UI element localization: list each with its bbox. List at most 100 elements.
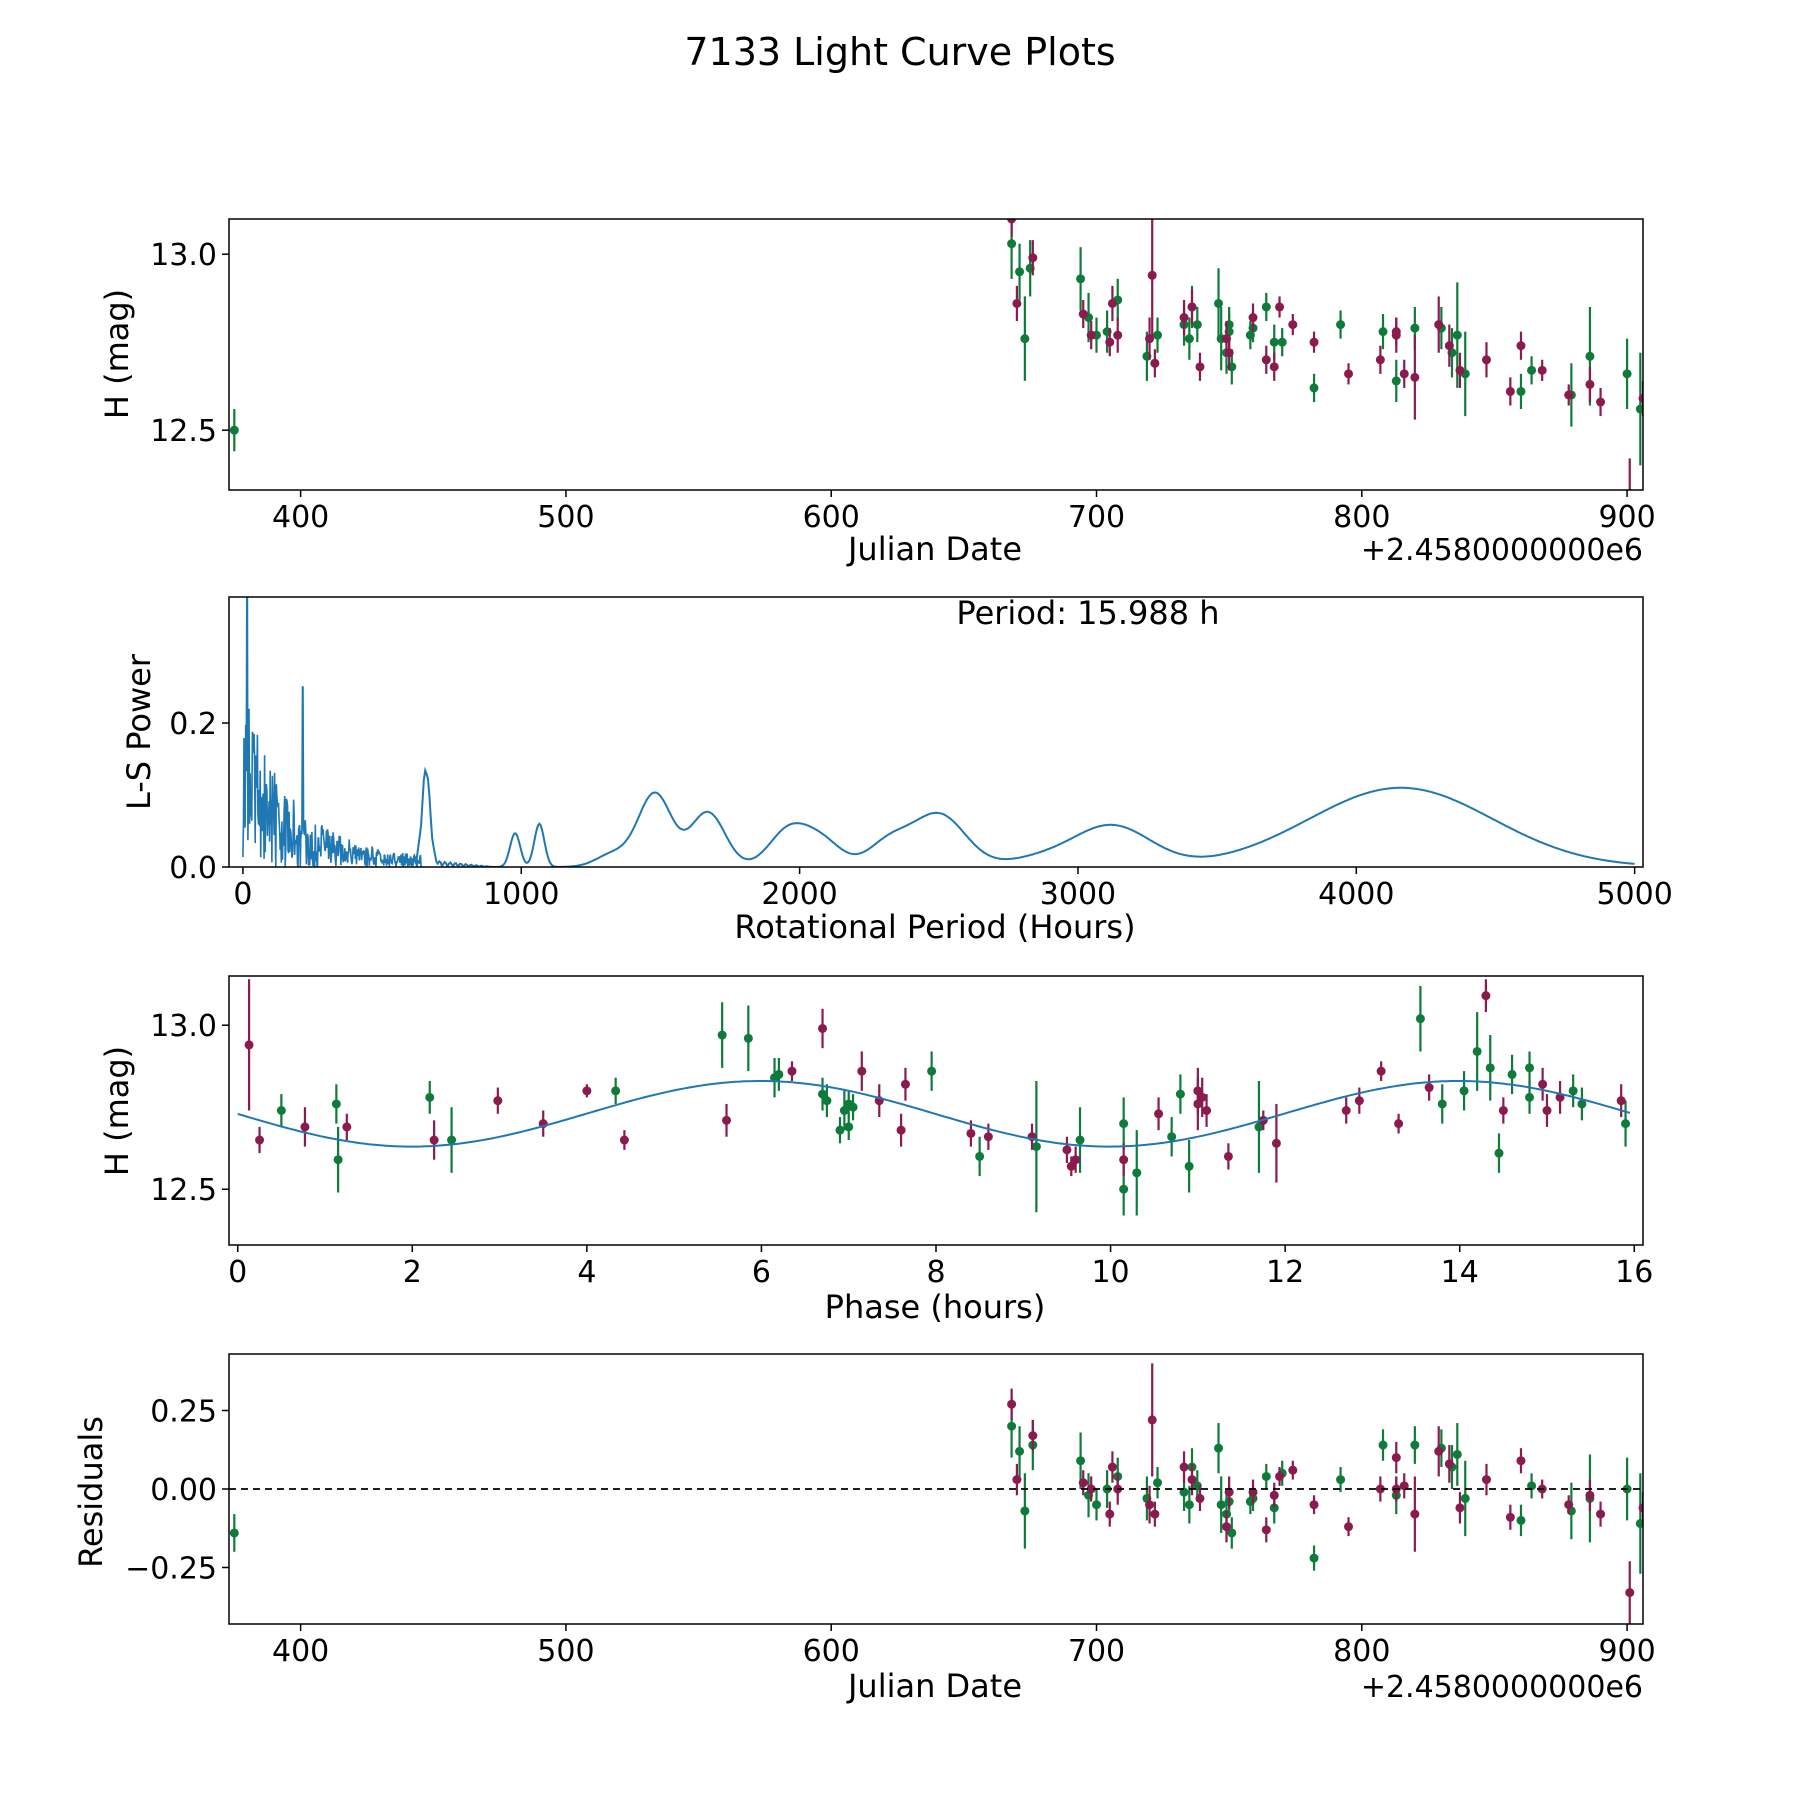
x-tick-label: 600 xyxy=(803,1634,860,1669)
data-point xyxy=(1577,1099,1587,1109)
data-point xyxy=(1391,376,1401,386)
y-tick-label: 12.5 xyxy=(150,414,217,449)
x-tick-label: 500 xyxy=(537,500,594,535)
data-point xyxy=(1391,1453,1401,1463)
data-point xyxy=(1223,1151,1233,1161)
data-point xyxy=(1336,1475,1346,1485)
data-point xyxy=(1269,1490,1279,1500)
data-point xyxy=(1410,1440,1420,1450)
x-tick-label: 4000 xyxy=(1318,877,1394,912)
data-point xyxy=(1309,1553,1319,1563)
x-tick-label: 500 xyxy=(537,1634,594,1669)
data-point xyxy=(1193,1099,1203,1109)
series-green xyxy=(229,1394,1643,1574)
data-point xyxy=(1150,358,1160,368)
data-point xyxy=(276,1106,286,1115)
data-point xyxy=(1638,1503,1643,1513)
data-point xyxy=(1585,379,1595,389)
data-point xyxy=(1224,348,1234,358)
data-point xyxy=(1494,1148,1504,1158)
periodogram-panel: Rotational Period (Hours) L-S Power Peri… xyxy=(120,594,1673,946)
x-tick-label: 8 xyxy=(926,1255,945,1290)
data-point xyxy=(1481,1475,1491,1485)
data-point xyxy=(1012,298,1022,308)
data-point xyxy=(1078,1478,1088,1488)
data-point xyxy=(1184,1500,1194,1510)
data-point xyxy=(1394,1119,1404,1129)
data-point xyxy=(818,1023,828,1033)
data-point xyxy=(1460,1493,1470,1503)
data-point xyxy=(1261,355,1271,365)
data-point xyxy=(1179,313,1189,323)
data-point xyxy=(1216,1500,1226,1510)
data-point xyxy=(1167,1132,1177,1142)
data-point xyxy=(1434,1446,1444,1456)
model-fit-line xyxy=(237,1080,1631,1148)
x-offset-label: +2.4580000000e6 xyxy=(1361,533,1643,568)
data-point xyxy=(1202,1106,1212,1115)
data-point xyxy=(1086,1484,1096,1494)
data-point xyxy=(818,1089,828,1099)
data-point xyxy=(927,1066,937,1076)
data-point xyxy=(1564,1500,1574,1510)
data-point xyxy=(1354,1096,1364,1106)
x-tick-label: 2000 xyxy=(761,877,837,912)
data-point xyxy=(1507,1069,1517,1079)
data-point xyxy=(1062,1145,1072,1155)
data-point xyxy=(1525,1092,1535,1102)
data-point xyxy=(1195,1493,1205,1503)
x-tick-label: 0 xyxy=(233,877,252,912)
data-layer xyxy=(229,1363,1643,1624)
data-point xyxy=(1621,1119,1631,1129)
x-tick-label: 800 xyxy=(1333,500,1390,535)
series-magenta xyxy=(244,979,1626,1183)
x-tick-label: 12 xyxy=(1266,1255,1304,1290)
data-point xyxy=(966,1128,976,1138)
series-green xyxy=(229,219,1643,466)
data-point xyxy=(857,1066,867,1076)
x-axis-label: Julian Date xyxy=(846,1667,1022,1705)
plot-frame xyxy=(228,596,1644,868)
data-point xyxy=(835,1125,845,1135)
data-point xyxy=(1585,1490,1595,1500)
data-point xyxy=(1309,1500,1319,1510)
data-point xyxy=(1076,274,1086,284)
data-point xyxy=(1625,1588,1635,1598)
data-point xyxy=(1437,1099,1447,1109)
data-point xyxy=(1596,397,1606,407)
data-point xyxy=(722,1115,732,1125)
periodogram-line xyxy=(409,766,1635,867)
data-point xyxy=(900,1079,910,1089)
x-tick-label: 600 xyxy=(803,500,860,535)
phased-curve-panel: Phase (hours) H (mag) 0 2 4 6 8 10 12 14 16 12.5 1… xyxy=(98,975,1653,1326)
plot-frame xyxy=(228,218,1644,491)
data-point xyxy=(1184,334,1194,344)
data-point xyxy=(1007,1399,1017,1409)
data-point xyxy=(1015,1446,1025,1456)
x-tick-label: 400 xyxy=(272,500,329,535)
data-point xyxy=(1007,1421,1017,1431)
data-point xyxy=(1175,1089,1185,1099)
x-tick-label: 6 xyxy=(752,1255,771,1290)
figure-title: 7133 Light Curve Plots xyxy=(684,30,1115,74)
data-point xyxy=(1195,362,1205,372)
data-point xyxy=(1075,1135,1085,1145)
data-point xyxy=(1505,386,1515,396)
data-point xyxy=(1275,1471,1285,1481)
y-tick-label: 0.00 xyxy=(150,1473,217,1508)
series-magenta xyxy=(1007,219,1643,490)
data-point xyxy=(774,1069,784,1079)
y-axis-label: Residuals xyxy=(72,1416,110,1568)
data-point xyxy=(839,1106,849,1115)
data-point xyxy=(1375,1484,1385,1494)
data-point xyxy=(1179,1462,1189,1472)
data-point xyxy=(1254,1122,1264,1132)
x-axis-label: Rotational Period (Hours) xyxy=(734,908,1135,946)
data-point xyxy=(1288,320,1298,330)
data-point xyxy=(1568,1086,1578,1096)
data-point xyxy=(1214,1443,1224,1453)
data-point xyxy=(1192,320,1202,330)
data-point xyxy=(975,1151,985,1161)
y-tick-label: 0.0 xyxy=(169,851,217,886)
y-tick-label: 12.5 xyxy=(150,1173,217,1208)
